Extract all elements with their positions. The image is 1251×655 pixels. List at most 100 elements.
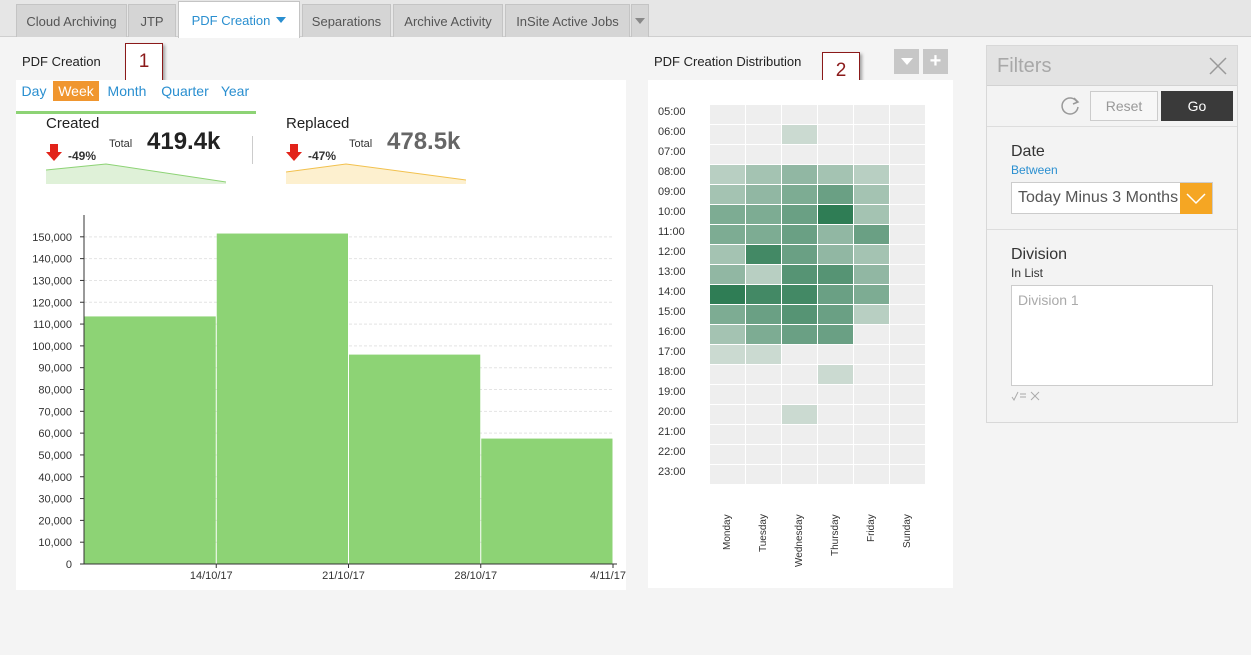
heatmap-cell[interactable] [710,225,745,244]
heatmap-cell[interactable] [782,405,817,424]
heatmap-cell[interactable] [890,465,925,484]
tab-separations[interactable]: Separations [302,4,391,37]
heatmap-cell[interactable] [782,445,817,464]
tab-pdf-creation[interactable]: PDF Creation [178,1,300,38]
heatmap-cell[interactable] [854,265,889,284]
heatmap-cell[interactable] [890,125,925,144]
heatmap-cell[interactable] [890,205,925,224]
date-dropdown-button[interactable] [1180,183,1212,214]
heatmap-cell[interactable] [746,265,781,284]
heatmap-cell[interactable] [818,405,853,424]
heatmap-cell[interactable] [818,205,853,224]
bar[interactable] [84,316,216,564]
heatmap-cell[interactable] [818,465,853,484]
reset-button[interactable]: Reset [1090,91,1158,121]
refresh-icon[interactable] [1059,95,1081,117]
heatmap-cell[interactable] [746,125,781,144]
heatmap-cell[interactable] [818,365,853,384]
heatmap-cell[interactable] [746,225,781,244]
heatmap-cell[interactable] [710,465,745,484]
heatmap-cell[interactable] [710,205,745,224]
heatmap-cell[interactable] [710,265,745,284]
heatmap-cell[interactable] [710,345,745,364]
heatmap-cell[interactable] [782,145,817,164]
heatmap-cell[interactable] [890,105,925,124]
heatmap-cell[interactable] [782,305,817,324]
bar[interactable] [216,233,348,564]
chevron-down-icon[interactable] [276,17,287,23]
heatmap-cell[interactable] [746,385,781,404]
heatmap-cell[interactable] [746,105,781,124]
heatmap-cell[interactable] [782,205,817,224]
heatmap-cell[interactable] [710,285,745,304]
tab-jtp[interactable]: JTP [128,4,176,37]
heatmap-cell[interactable] [854,445,889,464]
heatmap-cell[interactable] [854,125,889,144]
heatmap-cell[interactable] [782,225,817,244]
heatmap-cell[interactable] [746,325,781,344]
heatmap-cell[interactable] [854,285,889,304]
heatmap-cell[interactable] [746,145,781,164]
heatmap-cell[interactable] [890,345,925,364]
date-select[interactable]: Today Minus 3 Months [1011,182,1213,214]
heatmap-cell[interactable] [818,265,853,284]
heatmap-cell[interactable] [854,345,889,364]
heatmap-cell[interactable] [746,365,781,384]
heatmap-cell[interactable] [854,465,889,484]
heatmap-cell[interactable] [746,205,781,224]
heatmap-cell[interactable] [710,365,745,384]
tab-archive-activity[interactable]: Archive Activity [393,4,503,37]
heatmap-cell[interactable] [854,305,889,324]
heatmap-cell[interactable] [854,185,889,204]
heatmap-cell[interactable] [746,285,781,304]
heatmap-cell[interactable] [782,325,817,344]
heatmap-cell[interactable] [746,245,781,264]
heatmap-cell[interactable] [746,465,781,484]
heatmap-cell[interactable] [746,345,781,364]
heatmap-cell[interactable] [890,445,925,464]
heatmap-cell[interactable] [710,185,745,204]
heatmap-cell[interactable] [746,165,781,184]
heatmap-cell[interactable] [890,305,925,324]
close-icon[interactable] [1209,57,1227,75]
heatmap-cell[interactable] [782,165,817,184]
heatmap-cell[interactable] [854,225,889,244]
heatmap-cell[interactable] [890,225,925,244]
heatmap-cell[interactable] [890,245,925,264]
heatmap-cell[interactable] [818,125,853,144]
heatmap-cell[interactable] [890,265,925,284]
go-button[interactable]: Go [1161,91,1233,121]
add-button[interactable]: + [923,49,948,74]
heatmap-cell[interactable] [854,145,889,164]
heatmap-cell[interactable] [854,385,889,404]
heatmap-cell[interactable] [818,445,853,464]
heatmap-cell[interactable] [890,185,925,204]
heatmap-cell[interactable] [782,465,817,484]
heatmap-cell[interactable] [854,205,889,224]
heatmap-cell[interactable] [710,445,745,464]
heatmap-cell[interactable] [710,405,745,424]
heatmap-cell[interactable] [818,245,853,264]
heatmap-cell[interactable] [782,125,817,144]
heatmap-cell[interactable] [818,305,853,324]
heatmap-cell[interactable] [890,165,925,184]
heatmap-cell[interactable] [818,145,853,164]
heatmap-cell[interactable] [890,145,925,164]
heatmap-cell[interactable] [710,105,745,124]
heatmap-cell[interactable] [782,385,817,404]
heatmap-cell[interactable] [818,325,853,344]
division-list-input[interactable]: Division 1 [1011,285,1213,386]
collapse-button[interactable] [894,49,919,74]
heatmap-cell[interactable] [818,165,853,184]
heatmap-cell[interactable] [890,285,925,304]
list-tools-icon[interactable] [1011,390,1047,402]
heatmap-cell[interactable] [890,325,925,344]
heatmap-cell[interactable] [818,345,853,364]
period-month[interactable]: Month [107,83,147,99]
heatmap-cell[interactable] [818,105,853,124]
heatmap-cell[interactable] [854,365,889,384]
heatmap-cell[interactable] [746,185,781,204]
heatmap-cell[interactable] [746,305,781,324]
period-quarter[interactable]: Quarter [161,83,209,99]
heatmap-cell[interactable] [710,385,745,404]
